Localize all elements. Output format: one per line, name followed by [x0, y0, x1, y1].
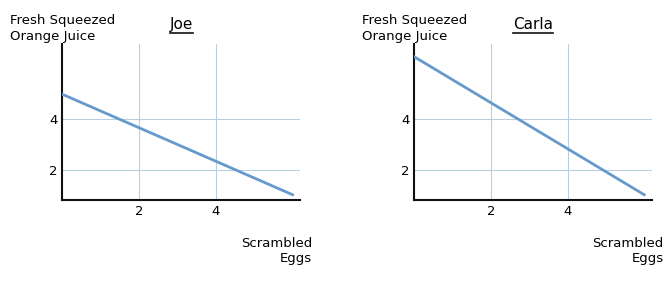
- Text: Fresh Squeezed
Orange Juice: Fresh Squeezed Orange Juice: [10, 13, 115, 42]
- Text: Joe: Joe: [170, 17, 193, 32]
- Text: Carla: Carla: [513, 17, 553, 32]
- X-axis label: Scrambled
Eggs: Scrambled Eggs: [241, 237, 312, 265]
- Text: Fresh Squeezed
Orange Juice: Fresh Squeezed Orange Juice: [362, 13, 467, 42]
- X-axis label: Scrambled
Eggs: Scrambled Eggs: [593, 237, 663, 265]
